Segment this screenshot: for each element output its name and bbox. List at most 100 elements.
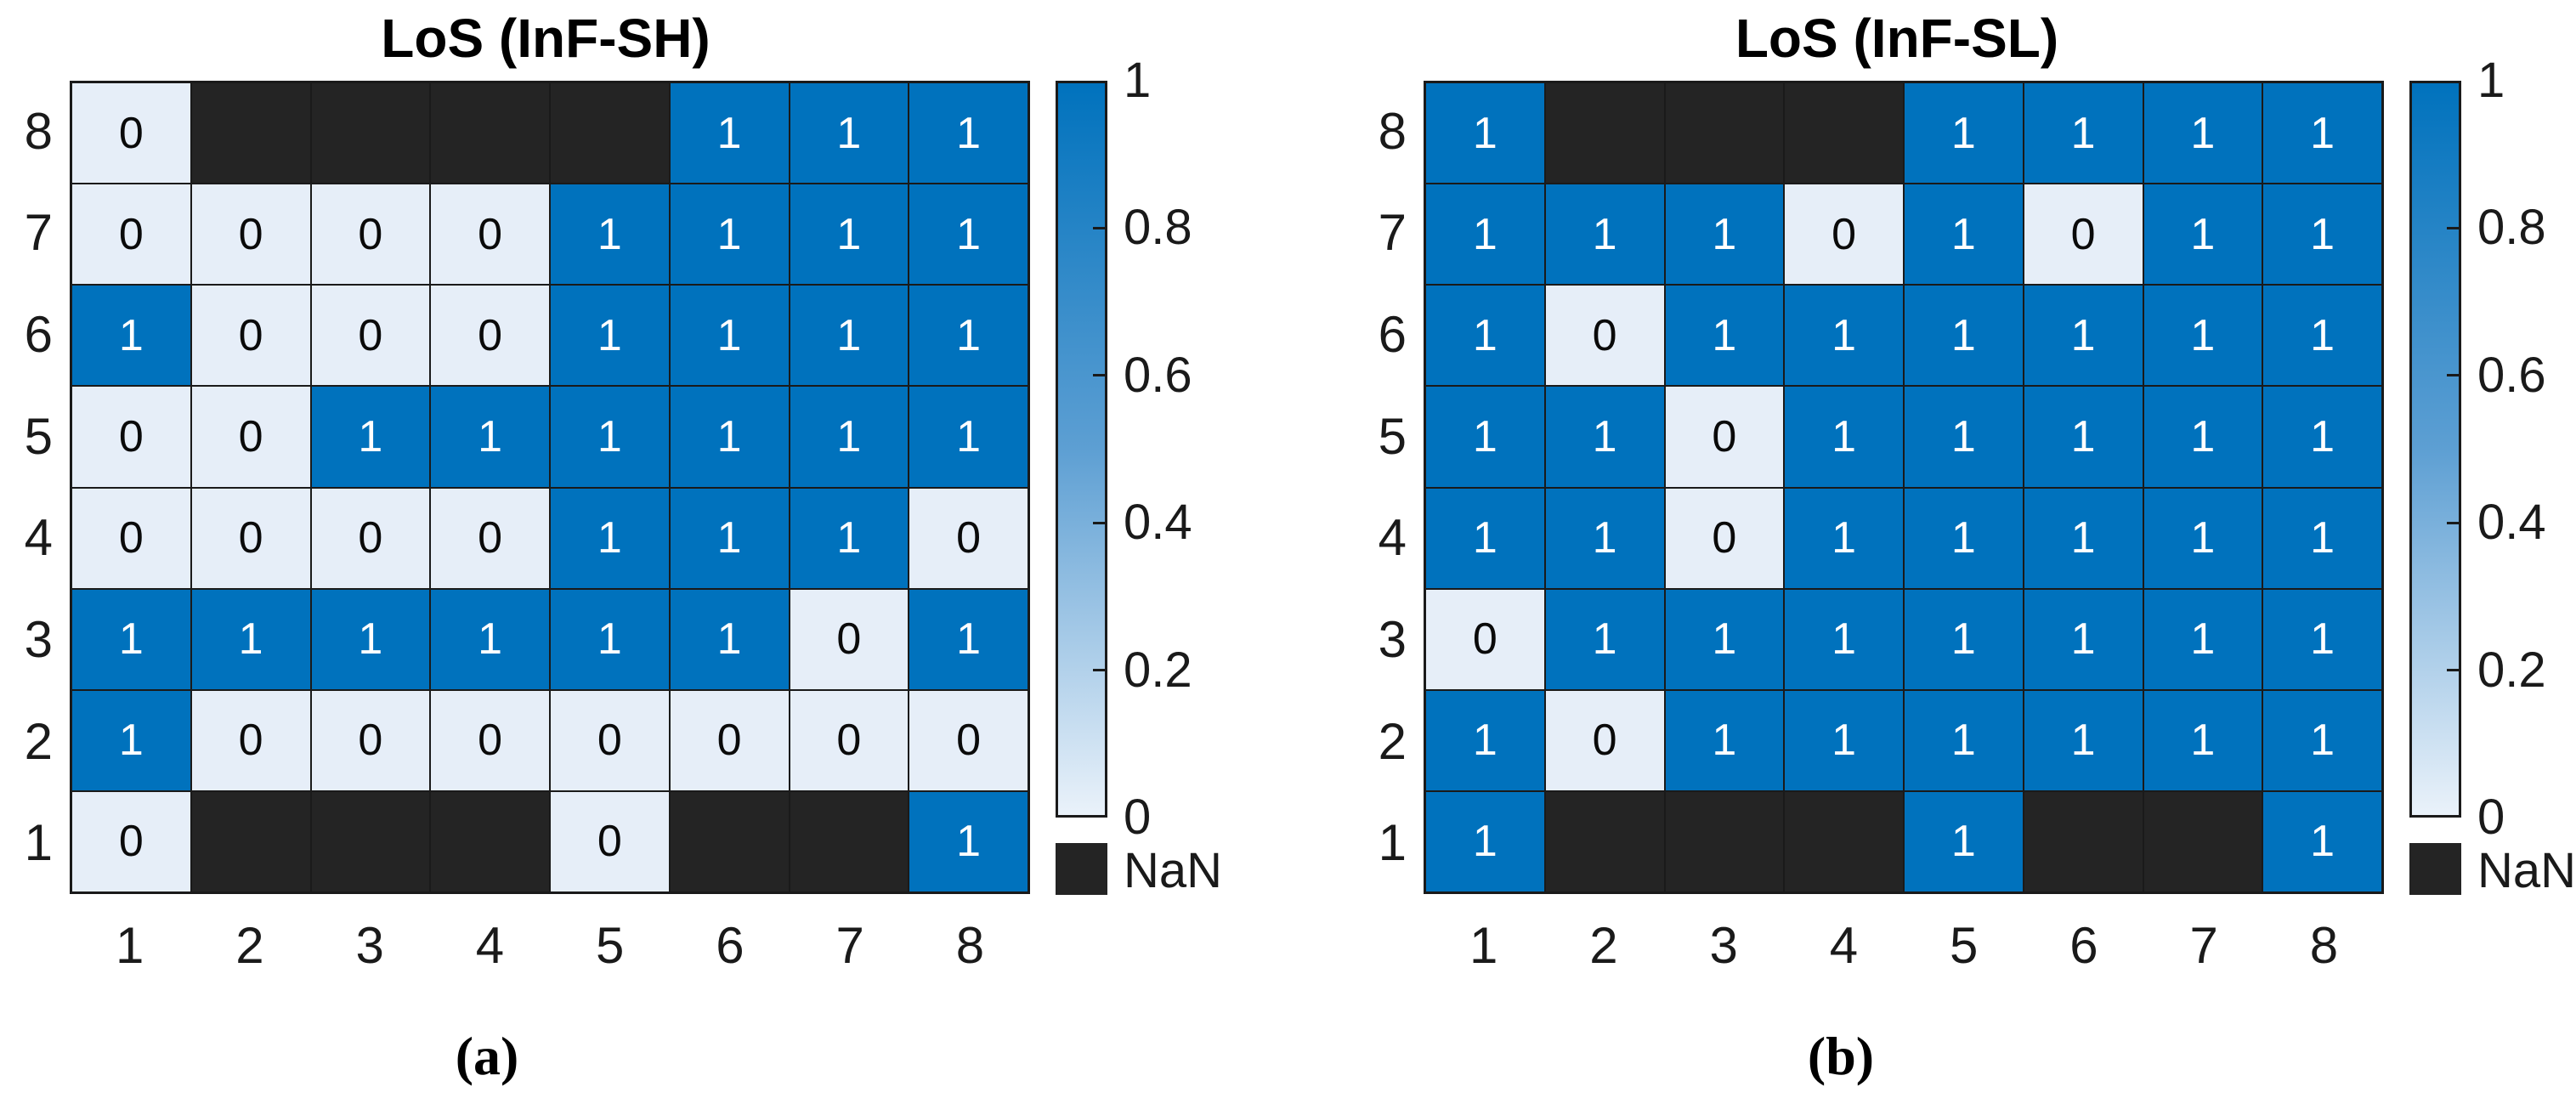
heatmap-cell: 1: [1426, 83, 1544, 184]
x-tick-label: 7: [835, 917, 864, 974]
heatmap-cell: 1: [1545, 184, 1664, 285]
heatmap-cell: 1: [551, 488, 669, 588]
x-tick-label: 3: [1709, 917, 1738, 974]
x-tick-label: 5: [595, 917, 625, 974]
heatmap-cell: 0: [909, 488, 1028, 588]
heatmap-cell: 1: [2263, 184, 2381, 285]
x-tick-label: 3: [355, 917, 384, 974]
colorbar-tick-mark: [2447, 226, 2459, 229]
heatmap-cell: 1: [1905, 690, 2023, 790]
heatmap-cell: 0: [191, 488, 310, 588]
heatmap-cell: 0: [1545, 286, 1664, 386]
x-tick-label: 2: [235, 917, 264, 974]
nan-label-a: NaN: [1124, 843, 1223, 898]
heatmap-cell: 1: [1665, 690, 1784, 790]
heatmap-cell: 0: [431, 184, 549, 285]
panel-b-title: LoS (InF-SL): [1735, 8, 2059, 69]
heatmap-cell: 1: [790, 488, 909, 588]
heatmap-cell: 1: [2143, 83, 2262, 184]
colorbar-tick-label: 0.6: [1124, 347, 1192, 403]
heatmap-cell: 1: [2024, 589, 2143, 689]
y-tick-label: 8: [1378, 102, 1407, 160]
colorbar-tick-mark: [1093, 521, 1105, 524]
heatmap-cell: 0: [670, 690, 789, 790]
heatmap-cell: 1: [2143, 286, 2262, 386]
heatmap-cell: 1: [2263, 83, 2381, 184]
heatmap-cell-nan: [2024, 791, 2143, 891]
colorbar-tick-label: 0.2: [1124, 642, 1192, 698]
caption-b: (b): [1807, 1026, 1875, 1086]
heatmap-cell: 1: [2143, 690, 2262, 790]
heatmap-cell: 1: [2024, 488, 2143, 588]
heatmap-cell: 1: [1785, 488, 1903, 588]
heatmap-cell: 1: [1905, 791, 2023, 891]
heatmap-cell: 1: [909, 83, 1028, 184]
y-tick-label: 8: [24, 102, 53, 160]
heatmap-cell-nan: [1545, 791, 1664, 891]
colorbar-tick-label: 0: [1124, 790, 1152, 845]
nan-label-b: NaN: [2477, 843, 2576, 898]
heatmap-cell: 0: [72, 387, 190, 487]
heatmap-cell: 1: [1785, 286, 1903, 386]
heatmap-cell: 0: [191, 184, 310, 285]
heatmap-cell: 1: [2263, 791, 2381, 891]
nan-swatch-a: [1056, 843, 1107, 895]
heatmap-cell: 0: [311, 690, 430, 790]
heatmap-cell: 1: [2024, 286, 2143, 386]
heatmap-cell: 1: [1426, 488, 1544, 588]
heatmap-cell: 1: [72, 690, 190, 790]
colorbar-tick-label: 1: [2477, 53, 2505, 108]
heatmap-cell-nan: [790, 791, 909, 891]
caption-a: (a): [455, 1026, 519, 1086]
heatmap-cell-nan: [1545, 83, 1664, 184]
heatmap-cell: 1: [1545, 387, 1664, 487]
heatmap-cell: 0: [790, 589, 909, 689]
heatmap-cell: 1: [2143, 488, 2262, 588]
x-tick-label: 6: [2069, 917, 2098, 974]
heatmap-cell-nan: [670, 791, 789, 891]
y-tick-label: 6: [24, 306, 53, 364]
heatmap-cell: 1: [1545, 488, 1664, 588]
heatmap-cell-nan: [1665, 83, 1784, 184]
heatmap-cell-nan: [191, 83, 310, 184]
heatmap-cell: 1: [1426, 286, 1544, 386]
heatmap-cell: 1: [431, 387, 549, 487]
heatmap-cell: 0: [72, 184, 190, 285]
heatmap-cell: 1: [909, 387, 1028, 487]
heatmap-cell: 1: [2263, 387, 2381, 487]
heatmap-cell: 1: [2143, 184, 2262, 285]
heatmap-cell: 1: [551, 589, 669, 689]
heatmap-cell: 1: [1905, 286, 2023, 386]
heatmap-cell: 1: [670, 286, 789, 386]
nan-swatch-b: [2409, 843, 2461, 895]
heatmap-cell: 1: [2024, 83, 2143, 184]
y-tick-label: 5: [1378, 407, 1407, 465]
heatmap-cell: 1: [909, 286, 1028, 386]
heatmap-cell: 1: [670, 589, 789, 689]
heatmap-cell: 1: [2143, 589, 2262, 689]
heatmap-cell: 0: [191, 387, 310, 487]
heatmap-cell: 1: [909, 589, 1028, 689]
heatmap-cell: 1: [1785, 387, 1903, 487]
heatmap-cell: 1: [72, 286, 190, 386]
x-tick-label: 4: [1829, 917, 1859, 974]
heatmap-cell: 1: [551, 286, 669, 386]
colorbar-tick-mark: [2447, 521, 2459, 524]
heatmap-cell: 0: [551, 791, 669, 891]
heatmap-cell: 1: [311, 589, 430, 689]
heatmap-cell: 1: [1665, 286, 1784, 386]
heatmap-cell: 0: [1545, 690, 1664, 790]
y-tick-label: 5: [24, 407, 53, 465]
panel-a-title: LoS (InF-SH): [381, 8, 711, 69]
heatmap-cell: 1: [790, 184, 909, 285]
y-tick-label: 3: [24, 610, 53, 668]
heatmap-cell: 1: [670, 83, 789, 184]
heatmap-cell: 1: [1785, 690, 1903, 790]
heatmap-cell: 1: [2263, 286, 2381, 386]
heatmap-cell: 1: [1905, 589, 2023, 689]
colorbar-tick-label: 0: [2477, 790, 2505, 845]
heatmap-cell: 1: [790, 286, 909, 386]
x-tick-label: 8: [955, 917, 985, 974]
